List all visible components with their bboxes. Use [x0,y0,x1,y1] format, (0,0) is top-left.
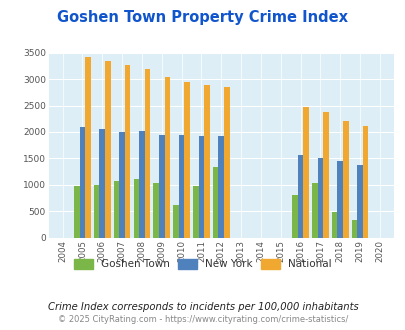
Bar [317,158,322,238]
Bar [337,161,342,238]
Bar [218,136,224,238]
Bar [178,135,184,238]
Bar [119,132,125,238]
Legend: Goshen Town, New York, National: Goshen Town, New York, National [70,255,335,274]
Bar [164,77,170,238]
Bar [362,126,367,238]
Bar [94,184,99,238]
Bar [144,69,150,238]
Bar [198,136,204,238]
Bar [193,186,198,238]
Bar [224,87,229,238]
Bar [184,82,190,238]
Bar [356,165,362,238]
Bar [303,107,308,238]
Bar [113,182,119,238]
Bar [74,186,79,238]
Bar [297,155,303,238]
Bar [322,112,328,238]
Bar [125,65,130,238]
Bar [292,195,297,238]
Bar [159,135,164,238]
Text: © 2025 CityRating.com - https://www.cityrating.com/crime-statistics/: © 2025 CityRating.com - https://www.city… [58,315,347,324]
Bar [351,220,356,238]
Bar [79,127,85,238]
Text: Goshen Town Property Crime Index: Goshen Town Property Crime Index [58,10,347,25]
Bar [173,205,178,238]
Bar [139,131,144,238]
Bar [105,61,110,238]
Bar [133,179,139,238]
Bar [311,183,317,238]
Text: Crime Index corresponds to incidents per 100,000 inhabitants: Crime Index corresponds to incidents per… [47,302,358,312]
Bar [342,121,348,238]
Bar [331,212,337,238]
Bar [99,129,105,238]
Bar [204,85,209,238]
Bar [212,167,218,238]
Bar [153,183,159,238]
Bar [85,57,91,238]
